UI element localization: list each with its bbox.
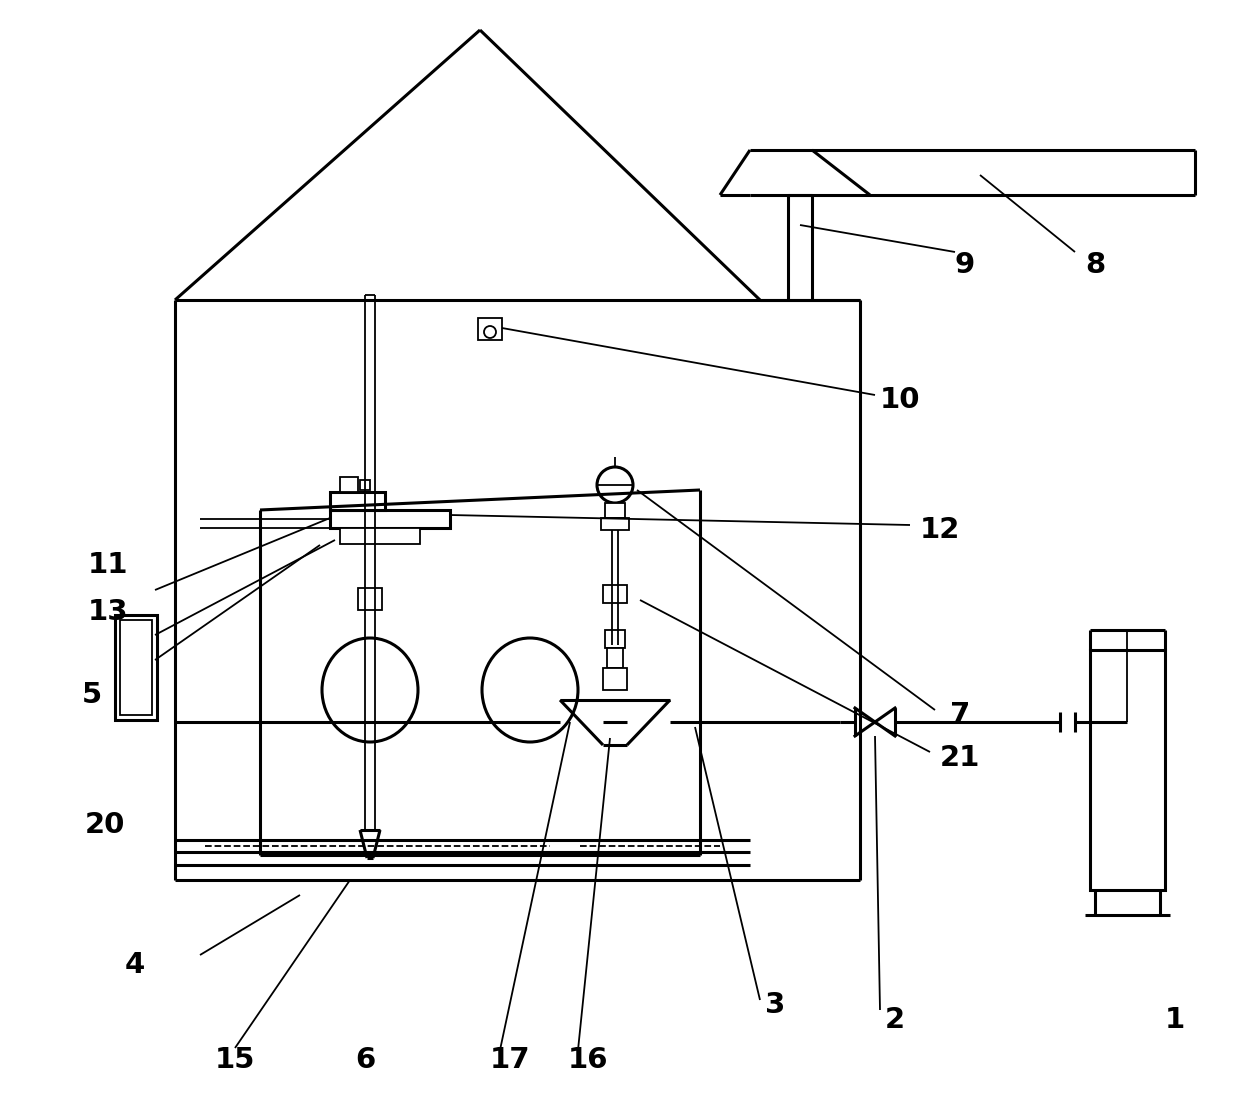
Bar	[601, 518, 629, 530]
Text: 17: 17	[490, 1045, 531, 1074]
Text: 2: 2	[885, 1005, 905, 1034]
Text: 16: 16	[568, 1045, 609, 1074]
Text: 6: 6	[355, 1045, 376, 1074]
Ellipse shape	[322, 638, 418, 742]
Bar	[115, 615, 157, 720]
Bar	[120, 620, 153, 715]
Text: 4: 4	[125, 951, 145, 979]
Text: 8: 8	[1085, 251, 1105, 279]
Bar	[603, 668, 627, 690]
Text: 12: 12	[920, 516, 960, 544]
Text: 1: 1	[1164, 1005, 1185, 1034]
Text: 21: 21	[940, 744, 980, 772]
Bar	[605, 630, 625, 648]
Text: 10: 10	[879, 386, 920, 414]
Bar	[360, 480, 370, 490]
Text: 13: 13	[88, 598, 128, 625]
Bar	[358, 588, 382, 610]
Text: 15: 15	[215, 1045, 255, 1074]
Text: 3: 3	[765, 991, 785, 1019]
Bar	[603, 585, 627, 603]
Bar	[340, 528, 420, 544]
Circle shape	[596, 467, 632, 503]
Text: 7: 7	[950, 701, 970, 729]
Text: 5: 5	[82, 681, 102, 709]
Bar	[330, 492, 384, 510]
Bar	[1090, 650, 1166, 890]
Bar	[330, 510, 450, 528]
Text: 20: 20	[84, 811, 125, 839]
Bar	[608, 648, 622, 668]
Bar	[340, 477, 358, 492]
Circle shape	[484, 326, 496, 338]
Text: 9: 9	[955, 251, 975, 279]
Text: 11: 11	[88, 551, 128, 579]
Bar	[477, 318, 502, 340]
Bar	[605, 503, 625, 518]
Ellipse shape	[482, 638, 578, 742]
